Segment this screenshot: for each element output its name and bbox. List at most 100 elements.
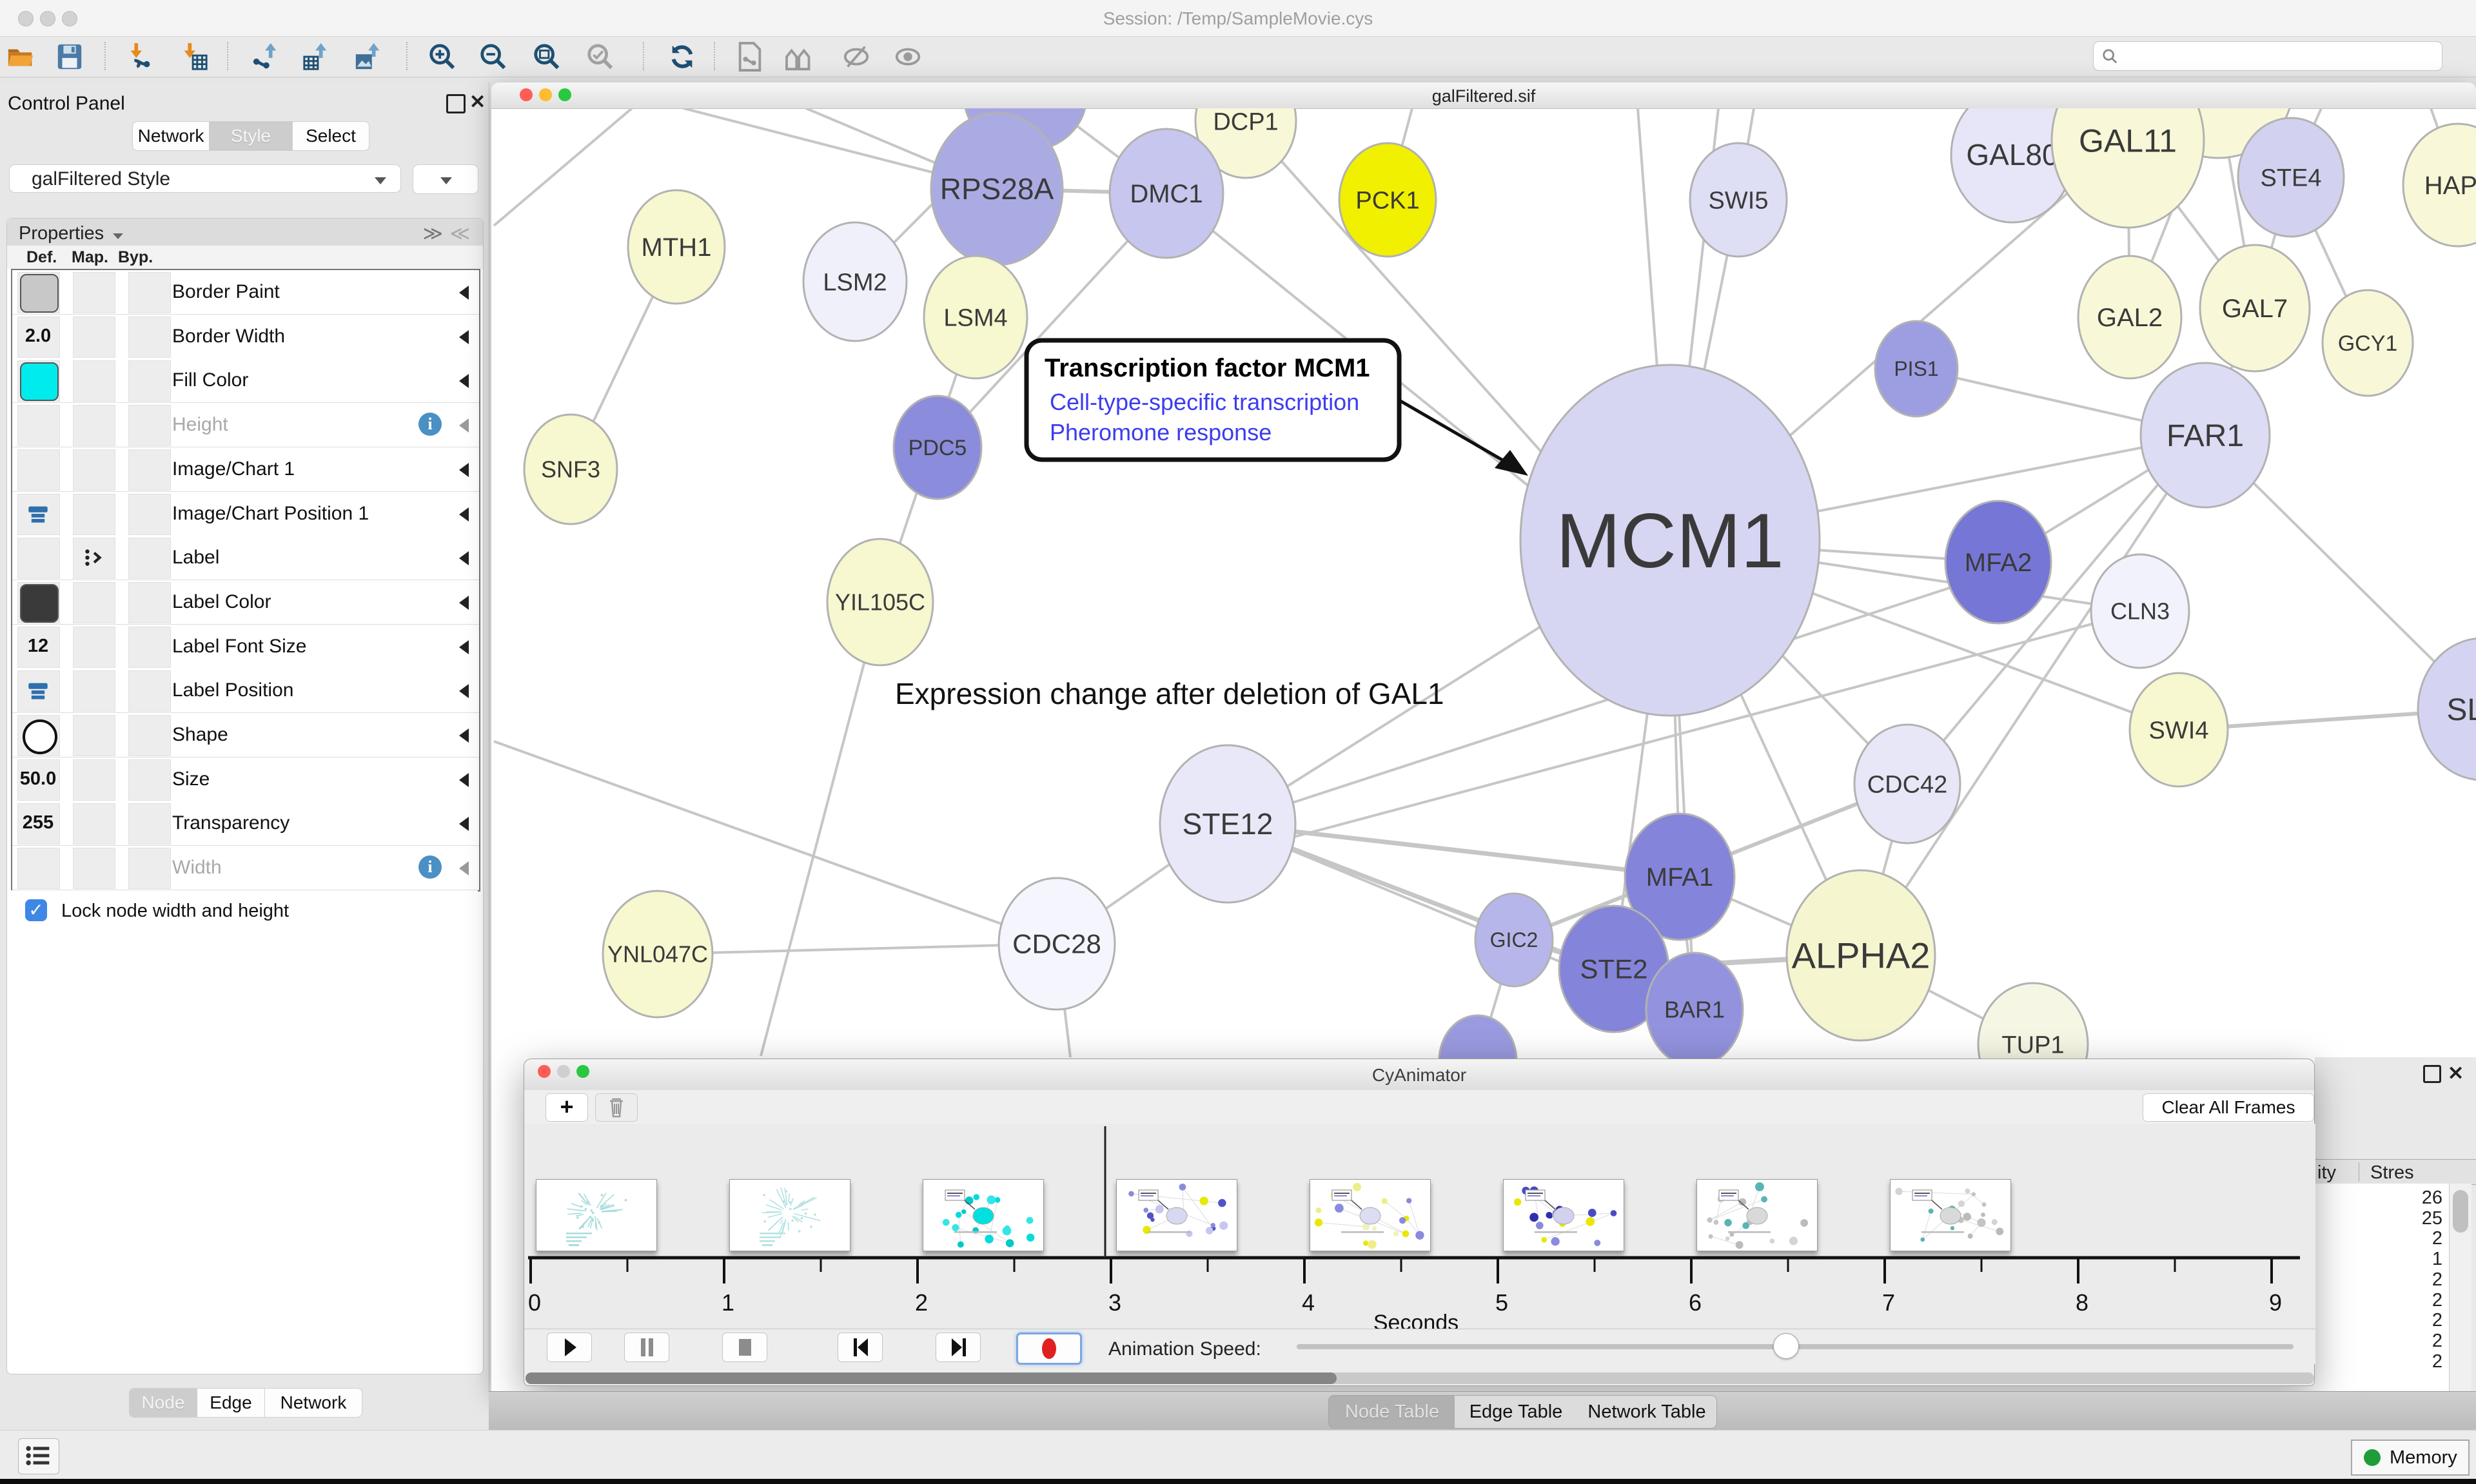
minimize-window-button[interactable]: [557, 1065, 570, 1078]
value-cell[interactable]: [128, 316, 171, 358]
network-node-MFA1[interactable]: MFA1: [1624, 812, 1736, 941]
value-cell[interactable]: [17, 405, 60, 447]
expand-arrow-icon[interactable]: [459, 551, 469, 566]
style-selector[interactable]: galFiltered Style: [9, 164, 401, 193]
value-cell[interactable]: [17, 848, 60, 890]
property-row[interactable]: 12 Label Font Size: [12, 624, 479, 669]
property-row[interactable]: Height i: [12, 403, 479, 448]
zoom-in-icon[interactable]: [427, 42, 457, 72]
network-node-DMC1[interactable]: DMC1: [1108, 128, 1224, 259]
network-node-PDC5[interactable]: PDC5: [892, 395, 983, 500]
clear-all-frames-button[interactable]: Clear All Frames: [2143, 1093, 2314, 1122]
show-all-icon[interactable]: [893, 42, 923, 72]
cyanimator-titlebar[interactable]: CyAnimator: [524, 1059, 2314, 1091]
expand-arrow-icon[interactable]: [459, 772, 469, 787]
network-node-PIS1[interactable]: PIS1: [1874, 320, 1959, 418]
value-cell[interactable]: [73, 715, 115, 756]
property-row[interactable]: Image/Chart Position 1: [12, 491, 479, 536]
scrollbar-thumb[interactable]: [526, 1372, 1337, 1384]
value-cell[interactable]: [73, 759, 115, 801]
task-history-button[interactable]: [18, 1438, 59, 1474]
value-cell[interactable]: [128, 759, 171, 801]
network-node-FAR1[interactable]: FAR1: [2139, 362, 2271, 509]
value-cell[interactable]: [73, 405, 115, 447]
property-row[interactable]: 50.0 Size: [12, 757, 479, 802]
network-node-CLN3[interactable]: CLN3: [2090, 553, 2190, 669]
network-node-YNL047C[interactable]: YNL047C: [602, 890, 714, 1019]
zoom-fit-icon[interactable]: [532, 42, 562, 72]
value-cell[interactable]: [73, 581, 115, 623]
close-window-button[interactable]: [520, 88, 533, 101]
value-cell[interactable]: [73, 493, 115, 535]
network-node-ALPHA2[interactable]: ALPHA2: [1785, 869, 1936, 1042]
network-node-RPS28A[interactable]: RPS28A: [930, 112, 1064, 266]
property-row[interactable]: Fill Color: [12, 358, 479, 404]
property-row[interactable]: Width i: [12, 846, 479, 891]
network-node-SNF3[interactable]: SNF3: [523, 413, 618, 525]
expand-arrow-icon[interactable]: [459, 728, 469, 743]
search-box[interactable]: [2093, 41, 2442, 71]
property-row[interactable]: 255 Transparency: [12, 801, 479, 846]
open-session-icon[interactable]: [6, 42, 36, 72]
frame-thumbnail-1[interactable]: [729, 1179, 850, 1251]
refresh-view-icon[interactable]: [667, 42, 697, 72]
expand-arrow-icon[interactable]: [459, 418, 469, 433]
annotation-link[interactable]: Pheromone response: [1050, 419, 1272, 445]
network-node-GAL2[interactable]: GAL2: [2077, 255, 2183, 380]
window-close-button[interactable]: [18, 11, 34, 26]
value-cell[interactable]: [73, 670, 115, 712]
value-cell[interactable]: [17, 316, 60, 358]
tab-network[interactable]: Network: [265, 1388, 362, 1418]
value-cell[interactable]: [128, 715, 171, 756]
tab-network-table[interactable]: Network Table: [1577, 1395, 1717, 1429]
tab-edge-table[interactable]: Edge Table: [1455, 1395, 1578, 1429]
network-node-BAR1[interactable]: BAR1: [1645, 952, 1744, 1068]
memory-button[interactable]: Memory: [2351, 1440, 2470, 1476]
expand-arrow-icon[interactable]: [459, 329, 469, 344]
export-table-icon[interactable]: [302, 42, 331, 72]
expand-arrow-icon[interactable]: [459, 861, 469, 876]
frame-thumbnail-5[interactable]: [1503, 1179, 1624, 1251]
network-node-CDC28[interactable]: CDC28: [997, 877, 1116, 1011]
group-nodes-icon[interactable]: [783, 42, 820, 72]
tab-edge[interactable]: Edge: [197, 1388, 265, 1418]
table-column-header[interactable]: Stres: [2370, 1162, 2414, 1183]
default-value-swatch[interactable]: [20, 274, 59, 313]
float-panel-icon[interactable]: [2423, 1065, 2441, 1083]
zoom-window-button[interactable]: [558, 88, 571, 101]
network-snapshot-icon[interactable]: [735, 42, 765, 72]
property-row[interactable]: Label: [12, 536, 479, 581]
import-network-icon[interactable]: [126, 42, 155, 72]
value-cell[interactable]: [73, 848, 115, 890]
expand-arrow-icon[interactable]: [459, 595, 469, 610]
import-table-icon[interactable]: [179, 42, 209, 72]
zoom-selected-icon[interactable]: [585, 42, 615, 72]
value-cell[interactable]: [73, 316, 115, 358]
table-column-header[interactable]: ity: [2317, 1162, 2336, 1183]
export-network-icon[interactable]: [251, 42, 281, 72]
value-cell[interactable]: [128, 581, 171, 623]
go-to-start-button[interactable]: [838, 1333, 883, 1362]
default-value-swatch[interactable]: [20, 362, 59, 402]
network-node-GIC2[interactable]: GIC2: [1474, 892, 1554, 988]
close-panel-icon[interactable]: ✕: [469, 92, 486, 113]
add-frame-button[interactable]: +: [545, 1093, 588, 1122]
network-node-LSM4[interactable]: LSM4: [923, 255, 1028, 380]
properties-header[interactable]: Properties ≫ ≪: [7, 219, 483, 246]
network-node-YIL105C[interactable]: YIL105C: [826, 538, 934, 667]
value-cell[interactable]: [128, 538, 171, 580]
expand-arrow-icon[interactable]: [459, 374, 469, 389]
network-node-LSM2[interactable]: LSM2: [802, 221, 908, 342]
network-node-HAP2[interactable]: HAP2: [2402, 122, 2476, 248]
go-to-end-button[interactable]: [936, 1333, 981, 1362]
value-cell[interactable]: [128, 360, 171, 402]
frame-thumbnail-2[interactable]: [923, 1179, 1044, 1251]
expand-all-icon[interactable]: ≫: [422, 223, 443, 244]
value-cell[interactable]: [73, 360, 115, 402]
annotation-box[interactable]: Transcription factor MCM1 Cell-type-speci…: [1024, 338, 1528, 476]
network-node-DCP1[interactable]: DCP1: [1194, 108, 1297, 179]
frame-thumbnail-3[interactable]: [1116, 1179, 1237, 1251]
value-cell[interactable]: [17, 626, 60, 668]
play-button[interactable]: [547, 1333, 592, 1362]
expand-arrow-icon[interactable]: [459, 286, 469, 300]
